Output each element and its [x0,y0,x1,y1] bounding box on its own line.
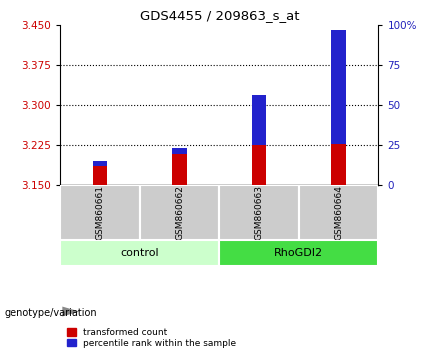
Title: GDS4455 / 209863_s_at: GDS4455 / 209863_s_at [140,9,299,22]
Polygon shape [62,307,80,316]
Bar [60,185,140,240]
Text: genotype/variation: genotype/variation [4,308,97,318]
Text: GSM860661: GSM860661 [95,185,104,240]
Bar [172,148,187,154]
Bar [299,185,378,240]
Text: GSM860663: GSM860663 [255,185,264,240]
Bar [172,154,187,185]
Bar [219,185,299,240]
Bar [252,95,266,185]
Text: GSM860664: GSM860664 [334,185,343,240]
Bar [60,240,219,266]
Bar [140,185,219,240]
Bar [219,240,378,266]
Text: RhoGDI2: RhoGDI2 [274,248,323,258]
Bar [252,95,266,144]
Bar [93,161,107,166]
Bar [332,30,346,185]
Bar [332,30,346,143]
Text: control: control [120,248,159,258]
Legend: transformed count, percentile rank within the sample: transformed count, percentile rank withi… [64,326,238,349]
Bar [93,166,107,185]
Text: GSM860662: GSM860662 [175,185,184,240]
